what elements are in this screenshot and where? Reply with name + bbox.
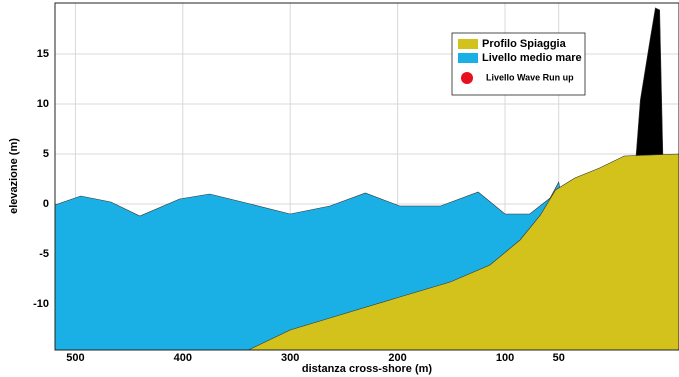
y-tick-label: -5 xyxy=(39,248,49,260)
legend-label: Profilo Spiaggia xyxy=(482,38,567,50)
x-tick-label: 300 xyxy=(281,352,299,364)
legend-swatch xyxy=(458,53,478,63)
x-tick-label: 200 xyxy=(388,352,406,364)
y-tick-label: 10 xyxy=(37,98,49,110)
y-tick-label: 15 xyxy=(37,48,49,60)
x-tick-label: 50 xyxy=(553,352,565,364)
legend-marker xyxy=(461,72,473,84)
y-tick-label: 0 xyxy=(43,198,49,210)
chart: distanza cross-shore (m) elevazione (m) … xyxy=(0,0,679,377)
x-tick-label: 500 xyxy=(66,352,84,364)
y-axis-label: elevazione (m) xyxy=(8,138,20,214)
x-axis-label: distanza cross-shore (m) xyxy=(302,363,433,375)
legend-label: Livello medio mare xyxy=(482,52,582,64)
x-tick-label: 100 xyxy=(496,352,514,364)
legend-swatch xyxy=(458,39,478,49)
legend: Profilo Spiaggia Livello medio mare Livell… xyxy=(452,33,585,95)
x-tick-label: 400 xyxy=(174,352,192,364)
legend-label: Livello Wave Run up xyxy=(486,72,574,82)
y-tick-label: 5 xyxy=(43,148,49,160)
y-tick-label: -10 xyxy=(33,298,49,310)
